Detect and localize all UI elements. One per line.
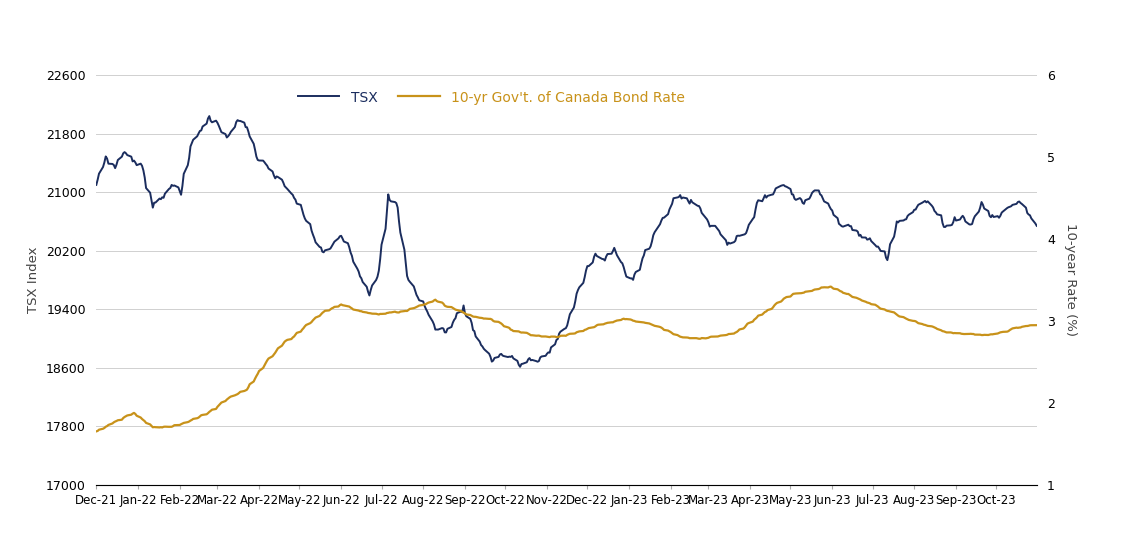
Y-axis label: 10-year Rate (%): 10-year Rate (%) (1064, 223, 1077, 336)
Line: TSX: TSX (96, 116, 1037, 367)
Y-axis label: TSX Index: TSX Index (27, 247, 41, 313)
Text: Stocks vs. Interest Rates: Stocks vs. Interest Rates (14, 14, 266, 32)
Legend: TSX, 10-yr Gov't. of Canada Bond Rate: TSX, 10-yr Gov't. of Canada Bond Rate (298, 90, 684, 105)
Line: 10-yr Gov't. of Canada Bond Rate: 10-yr Gov't. of Canada Bond Rate (96, 287, 1037, 431)
